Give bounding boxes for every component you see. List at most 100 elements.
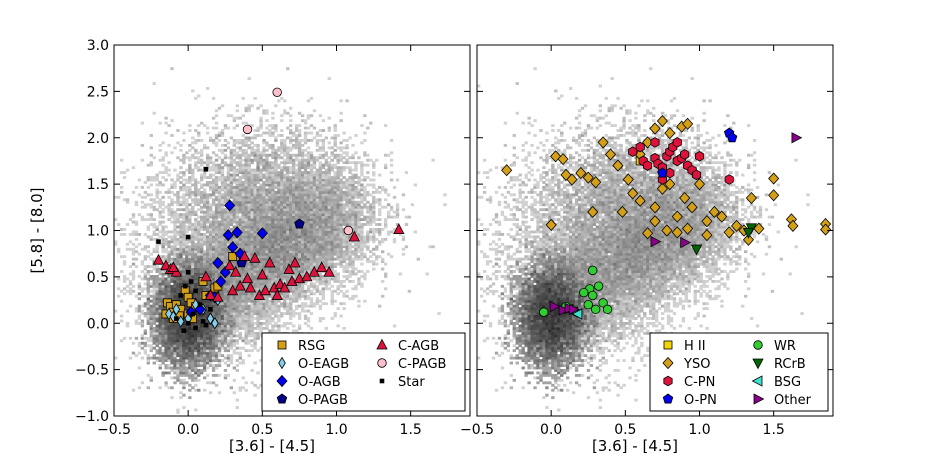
density-cell <box>289 193 293 197</box>
density-cell <box>333 272 337 276</box>
density-cell <box>342 235 346 239</box>
density-cell <box>203 302 207 306</box>
density-cell <box>214 252 219 256</box>
density-cell <box>336 225 340 229</box>
density-cell <box>250 331 254 335</box>
density-cell <box>155 193 159 197</box>
density-cell <box>191 378 195 382</box>
density-cell <box>188 284 192 288</box>
density-cell <box>244 247 248 251</box>
density-cell <box>191 210 195 214</box>
density-cell <box>203 354 207 358</box>
density-cell <box>238 203 242 207</box>
density-cell <box>185 230 189 234</box>
density-cell <box>223 190 228 194</box>
density-cell <box>146 356 150 360</box>
density-cell <box>211 314 216 318</box>
density-cell <box>277 250 281 254</box>
density-cell <box>188 255 192 259</box>
density-cell <box>271 304 275 308</box>
density-cell <box>143 351 148 355</box>
density-cell <box>315 247 320 251</box>
density-cell <box>188 334 192 338</box>
density-cell <box>161 344 165 348</box>
density-cell <box>164 371 168 375</box>
density-cell <box>366 210 370 214</box>
density-cell <box>152 312 156 315</box>
density-cell <box>188 257 192 261</box>
density-cell <box>188 371 192 375</box>
density-cell <box>167 205 171 209</box>
density-cell <box>217 329 222 333</box>
density-cell <box>360 193 364 197</box>
density-cell <box>173 200 177 204</box>
density-cell <box>223 324 228 328</box>
density-cell <box>232 339 237 343</box>
density-cell <box>345 294 349 298</box>
density-cell <box>306 297 311 301</box>
density-cell <box>369 215 373 219</box>
density-cell <box>262 218 266 221</box>
density-cell <box>203 240 207 244</box>
density-cell <box>309 284 314 288</box>
density-cell <box>283 215 287 219</box>
density-cell <box>200 326 204 330</box>
density-cell <box>238 292 242 296</box>
density-cell <box>247 294 251 298</box>
density-cell <box>220 250 225 254</box>
density-cell <box>122 176 127 179</box>
density-cell <box>274 282 278 286</box>
density-cell <box>292 208 296 212</box>
density-cell <box>280 250 284 254</box>
density-cell <box>306 317 311 320</box>
density-cell <box>149 317 153 320</box>
density-cell <box>146 245 150 249</box>
density-cell <box>256 334 260 338</box>
density-cell <box>200 262 204 266</box>
density-cell <box>205 183 210 187</box>
density-cell <box>173 349 177 353</box>
density-cell <box>318 223 323 226</box>
density-cell <box>232 220 237 224</box>
density-cell <box>297 304 302 308</box>
density-cell <box>158 339 162 343</box>
density-cell <box>286 326 290 330</box>
density-cell <box>306 294 311 298</box>
density-cell <box>262 299 266 303</box>
density-cell <box>383 198 388 202</box>
density-cell <box>188 240 192 244</box>
density-cell <box>271 260 275 264</box>
density-cell <box>369 230 373 234</box>
density-cell <box>158 277 162 281</box>
density-cell <box>161 230 165 234</box>
density-cell <box>203 364 207 367</box>
density-cell <box>375 237 379 241</box>
density-cell <box>158 183 162 187</box>
density-cell <box>220 297 225 301</box>
density-cell <box>122 171 127 175</box>
density-cell <box>354 230 358 234</box>
density-cell <box>324 232 328 236</box>
density-cell <box>161 339 165 343</box>
density-cell <box>372 252 376 256</box>
density-cell <box>152 218 156 221</box>
density-cell <box>366 183 370 187</box>
density-cell <box>217 171 222 175</box>
density-cell <box>244 314 248 318</box>
density-cell <box>114 242 118 246</box>
density-cell <box>292 245 296 249</box>
density-cell <box>283 257 287 261</box>
density-cell <box>354 208 358 212</box>
density-cell <box>205 242 210 246</box>
density-cell <box>182 262 186 266</box>
density-cell <box>232 297 237 301</box>
density-cell <box>238 193 242 197</box>
density-cell <box>303 230 308 234</box>
density-cell <box>155 304 159 308</box>
density-cell <box>348 195 352 199</box>
density-cell <box>223 304 228 308</box>
density-cell <box>315 183 320 187</box>
density-cell <box>306 190 311 194</box>
density-cell <box>158 255 162 259</box>
density-cell <box>167 245 171 249</box>
